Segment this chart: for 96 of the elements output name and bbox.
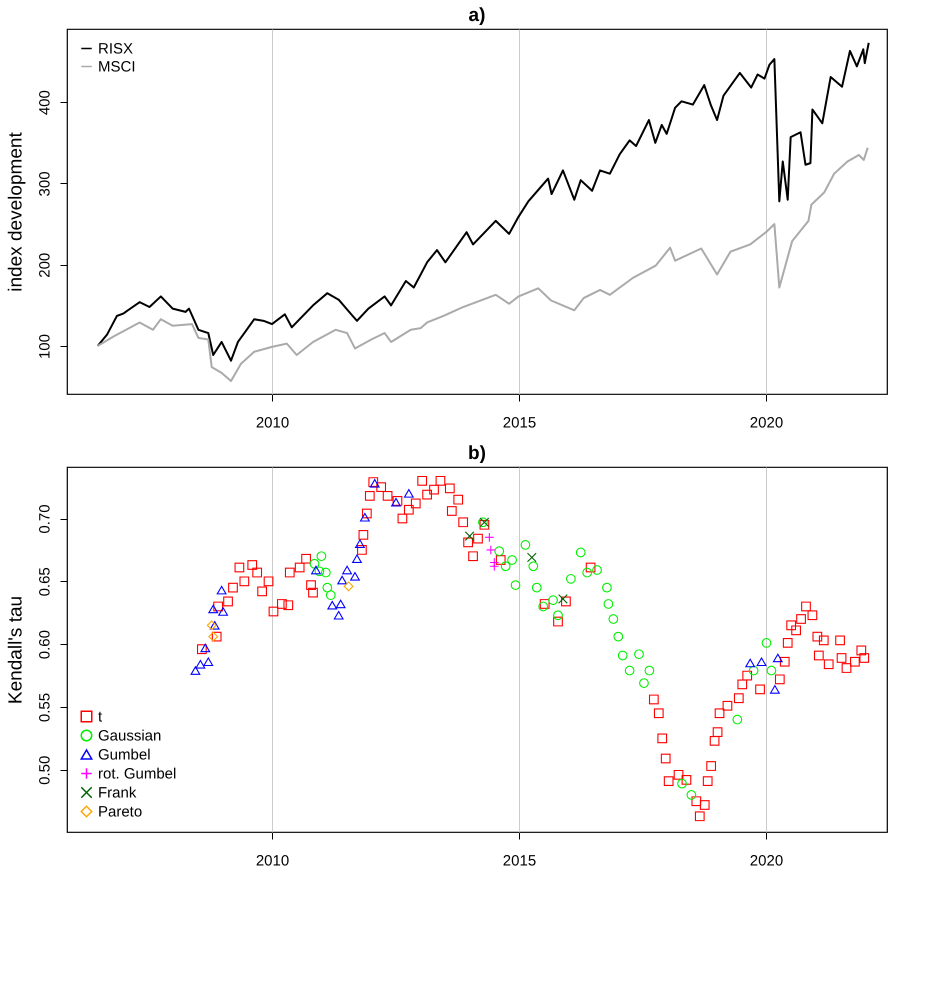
point	[322, 582, 332, 592]
point	[756, 657, 766, 666]
point	[206, 620, 217, 630]
point	[464, 531, 474, 541]
point	[195, 660, 206, 669]
point	[500, 561, 511, 572]
legend-label: Frank	[98, 784, 137, 802]
point	[311, 566, 321, 574]
point	[320, 568, 331, 578]
point	[360, 512, 370, 522]
line-series	[96, 42, 870, 362]
y-tick-label: 0.65	[36, 567, 54, 596]
point	[686, 790, 696, 800]
point	[582, 568, 592, 578]
point	[208, 604, 218, 614]
point	[592, 565, 602, 575]
x-tick-label: 2015	[502, 414, 536, 432]
point	[520, 540, 530, 550]
y-axis-title: Kendall's tau	[6, 596, 26, 704]
point	[334, 610, 344, 620]
point	[326, 590, 336, 600]
point	[772, 654, 783, 662]
point	[216, 586, 226, 594]
legend-label: Gaussian	[98, 728, 162, 744]
x-tick-label: 2010	[256, 852, 290, 870]
y-tick-label: 200	[36, 252, 54, 278]
point	[624, 666, 635, 676]
point	[310, 558, 320, 569]
point	[336, 600, 346, 608]
y-tick-label: 0.55	[36, 692, 54, 722]
point	[350, 572, 360, 581]
legend-label: RISX	[98, 40, 134, 58]
y-tick-label: 0.60	[36, 630, 54, 660]
point	[484, 532, 494, 542]
point	[507, 555, 517, 565]
point	[352, 554, 362, 564]
point	[528, 561, 538, 572]
point	[762, 638, 772, 648]
point	[677, 778, 687, 788]
point	[327, 600, 338, 610]
point	[558, 594, 568, 604]
point	[404, 489, 414, 498]
point	[218, 607, 228, 616]
point	[190, 666, 200, 675]
point	[210, 621, 220, 630]
point	[613, 632, 624, 642]
line-series	[96, 146, 869, 382]
point	[770, 685, 780, 694]
x-tick-label: 2010	[256, 414, 290, 432]
y-axis-title: index development	[6, 132, 26, 292]
point	[486, 545, 496, 555]
point	[337, 576, 348, 584]
point	[538, 602, 548, 612]
y-tick-label: 300	[36, 171, 54, 196]
legend-label: MSCI	[98, 58, 136, 76]
legend-label: Gumbel	[98, 746, 151, 764]
point	[745, 658, 756, 668]
point	[766, 666, 776, 676]
point	[342, 566, 352, 574]
chart-title: b)	[468, 443, 486, 464]
point	[355, 539, 365, 548]
legend-label: Pareto	[98, 804, 142, 820]
point	[566, 574, 576, 584]
point	[532, 582, 542, 592]
point	[604, 599, 614, 609]
point	[494, 546, 504, 556]
y-tick-label: 0.50	[36, 756, 54, 785]
point	[618, 650, 628, 660]
point	[639, 678, 649, 688]
x-tick-label: 2020	[750, 852, 784, 870]
point	[602, 582, 612, 592]
point	[208, 632, 218, 642]
point	[203, 657, 214, 666]
x-tick-label: 2020	[750, 414, 784, 432]
chart-title: a)	[468, 5, 486, 26]
point	[548, 595, 558, 606]
y-tick-label: 400	[36, 90, 54, 116]
y-tick-label: 100	[36, 334, 54, 360]
legend-label: t	[98, 708, 103, 726]
point	[314, 566, 324, 576]
point	[732, 714, 742, 724]
x-tick-label: 2015	[502, 852, 536, 870]
point	[634, 649, 644, 660]
point	[344, 581, 354, 592]
point	[526, 552, 537, 562]
y-tick-label: 0.70	[36, 504, 54, 534]
point	[608, 614, 618, 624]
legend-label: rot. Gumbel	[98, 766, 176, 782]
point	[489, 561, 500, 572]
point	[316, 551, 326, 562]
point	[748, 666, 759, 676]
point	[576, 548, 586, 558]
point	[200, 644, 210, 652]
point	[644, 666, 654, 676]
point	[510, 580, 520, 590]
point	[553, 610, 563, 620]
